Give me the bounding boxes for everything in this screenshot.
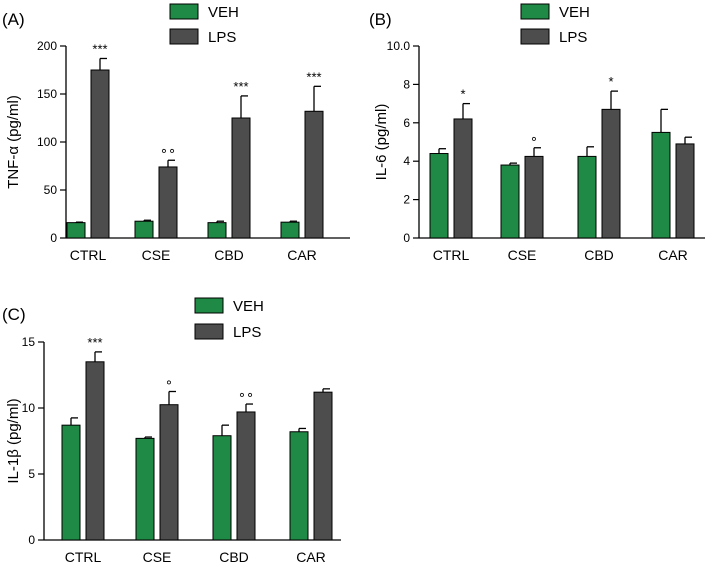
significance-marker: ∘∘ (160, 143, 176, 158)
bar-veh (577, 155, 597, 239)
y-axis-title: IL-6 (pg/ml) (373, 104, 390, 181)
y-tick-label: 4 (403, 154, 410, 168)
significance-marker: ∘∘ (238, 387, 254, 402)
significance-marker: ∘ (530, 131, 538, 146)
legend-swatch-lps (169, 28, 199, 45)
bar-lps (90, 69, 110, 239)
y-axis-title: TNF-α (pg/ml) (5, 95, 22, 189)
x-tick-label: CBD (214, 247, 244, 263)
y-tick-label: 0 (28, 533, 35, 547)
bar-lps (231, 117, 251, 239)
bar-lps (675, 143, 695, 239)
x-tick-label: CTRL (70, 247, 107, 263)
x-tick-label: CTRL (433, 247, 470, 263)
bar-lps (601, 108, 621, 239)
y-tick-label: 0 (50, 231, 57, 245)
y-tick-label: 200 (37, 39, 57, 53)
y-tick-label: 8 (403, 77, 410, 91)
y-tick-label: 6 (403, 116, 410, 130)
significance-marker: * (460, 87, 465, 102)
bar-lps (236, 411, 256, 541)
legend-swatch-veh (194, 297, 224, 314)
x-tick-label: CAR (287, 247, 317, 263)
bar-veh (135, 437, 155, 541)
bar-lps (524, 155, 544, 239)
x-tick-label: CTRL (65, 549, 102, 565)
significance-marker: * (608, 74, 613, 89)
significance-marker: *** (233, 79, 248, 94)
bar-veh (212, 435, 232, 541)
chart-panel-3: (C) 0 5 10 15 IL-1β (pg/ml) VEH LPS *** CTRL ∘ CSE ∘… (2, 297, 341, 565)
bar-lps (159, 404, 179, 541)
significance-marker: *** (306, 69, 321, 84)
y-tick-label: 15 (22, 335, 36, 349)
y-tick-label: 50 (44, 183, 58, 197)
legend-swatch-veh (520, 3, 550, 20)
significance-marker: *** (92, 41, 107, 56)
legend-label: LPS (208, 29, 236, 46)
bar-veh (207, 222, 227, 239)
panel-label: (B) (369, 10, 392, 29)
y-tick-label: 0 (403, 231, 410, 245)
legend-label: LPS (233, 324, 261, 341)
chart-panel-2: (B) 0 2 4 6 8 10.0 IL-6 (pg/ml) VEH LPS * CTRL ∘ CSE *… (369, 3, 705, 263)
bar-lps (85, 361, 105, 541)
bar-lps (304, 110, 324, 239)
x-tick-label: CSE (508, 247, 537, 263)
x-tick-label: CSE (142, 247, 171, 263)
bar-lps (158, 166, 178, 239)
bar-veh (61, 424, 81, 541)
bar-lps (313, 391, 333, 541)
bar-veh (500, 164, 520, 239)
y-tick-label: 150 (37, 87, 57, 101)
legend-swatch-lps (194, 323, 224, 340)
significance-marker: *** (87, 335, 102, 350)
bar-veh (280, 221, 300, 239)
x-tick-label: CAR (658, 247, 688, 263)
bar-veh (289, 431, 309, 541)
bar-veh (651, 131, 671, 239)
legend-swatch-lps (520, 28, 550, 45)
y-tick-label: 100 (37, 135, 57, 149)
significance-marker: ∘ (165, 375, 173, 390)
y-tick-label: 2 (403, 193, 410, 207)
legend-swatch-veh (169, 3, 199, 20)
bar-veh (429, 153, 449, 239)
panel-label: (A) (2, 10, 25, 29)
chart-panel-1: (A) 0 50 100 150 200 TNF-α (pg/ml) VEH LPS *** CTR… (2, 3, 350, 263)
bar-veh (134, 220, 154, 239)
y-tick-label: 5 (28, 467, 35, 481)
bar-lps (453, 118, 473, 239)
x-tick-label: CBD (584, 247, 614, 263)
bar-veh (66, 222, 86, 239)
x-tick-label: CSE (143, 549, 172, 565)
y-tick-label: 10 (22, 401, 36, 415)
panel-label: (C) (2, 305, 26, 324)
y-tick-label: 10.0 (387, 39, 411, 53)
legend-label: VEH (208, 4, 239, 21)
x-tick-label: CAR (296, 549, 326, 565)
y-axis-title: IL-1β (pg/ml) (5, 398, 22, 483)
legend-label: VEH (233, 298, 264, 315)
legend-label: VEH (559, 4, 590, 21)
x-tick-label: CBD (219, 549, 249, 565)
legend-label: LPS (559, 29, 587, 46)
